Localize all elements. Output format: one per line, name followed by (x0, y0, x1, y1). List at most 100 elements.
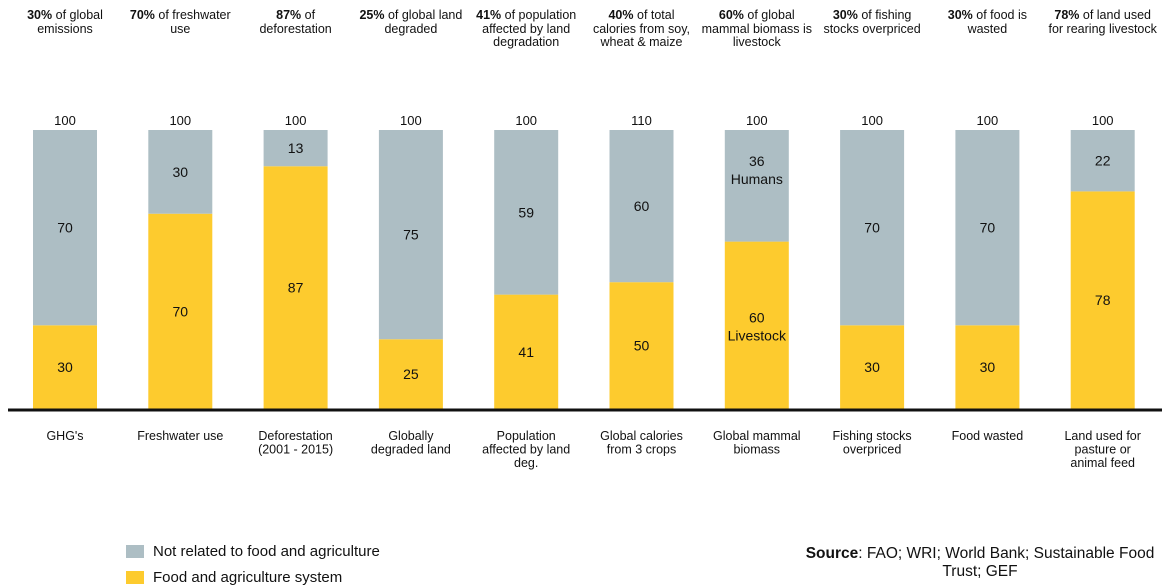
bar-food-8 (955, 325, 1020, 409)
header-percent-8: 30% (947, 8, 973, 22)
category-label-5-0: Global calories (600, 429, 683, 443)
data-sublabel-food-6: Livestock (728, 327, 787, 343)
category-label-5-1: from 3 crops (607, 443, 676, 457)
data-label-other-5: 60 (634, 198, 650, 214)
header-annotation-5: 40% of total calories from soy, wheat & … (586, 8, 698, 50)
total-label-1: 100 (169, 113, 191, 128)
bar-other-7 (840, 130, 905, 326)
header-percent-0: 30% (27, 8, 53, 22)
source-note: Source: FAO; WRI; World Bank; Sustainabl… (800, 545, 1160, 581)
total-label-5: 110 (631, 113, 652, 128)
data-label-other-9: 22 (1095, 153, 1111, 169)
header-text-8: of food is wasted (967, 8, 1027, 36)
legend-label-food: Food and agriculture system (153, 569, 343, 586)
bar-other-1 (148, 130, 213, 214)
header-percent-2: 87% (276, 8, 302, 22)
category-label-2-0: Deforestation (258, 429, 332, 443)
bar-food-4 (494, 294, 559, 409)
category-label-0-0: GHG's (46, 429, 83, 443)
header-annotation-7: 30% of fishing stocks overpriced (816, 8, 928, 36)
header-percent-5: 40% (608, 8, 634, 22)
data-label-other-1: 30 (173, 164, 189, 180)
header-annotation-9: 78% of land used for rearing livestock (1047, 8, 1159, 36)
header-percent-3: 25% (359, 8, 385, 22)
data-label-other-2: 13 (288, 140, 304, 156)
bar-food-1 (148, 213, 213, 409)
header-text-5: of total calories from soy, wheat & maiz… (592, 8, 690, 49)
category-label-3-1: degraded land (371, 443, 451, 457)
bar-food-9 (1070, 191, 1135, 409)
bar-food-0 (33, 325, 97, 409)
total-label-3: 100 (400, 113, 422, 128)
total-label-0: 100 (54, 113, 76, 128)
category-label-4-1: affected by land (482, 443, 570, 457)
header-text-6: of global mammal biomass is livestock (701, 8, 813, 49)
bar-other-5 (609, 130, 674, 283)
legend-label-other: Not related to food and agriculture (153, 543, 380, 560)
source-label: Source (805, 545, 859, 562)
header-annotation-8: 30% of food is wasted (931, 8, 1043, 36)
header-percent-4: 41% (476, 8, 502, 22)
total-label-7: 100 (861, 113, 883, 128)
data-label-other-0: 70 (57, 220, 73, 236)
header-annotation-1: 70% of freshwater use (124, 8, 236, 36)
bar-other-3 (378, 130, 443, 340)
category-label-4-2: deg. (514, 456, 538, 470)
header-annotation-0: 30% of global emissions (9, 8, 121, 36)
bar-other-2 (263, 130, 328, 167)
legend-swatch-food (126, 571, 144, 584)
category-label-7-0: Fishing stocks (832, 429, 911, 443)
category-label-6-0: Global mammal (713, 429, 801, 443)
data-label-food-2: 87 (288, 280, 304, 296)
data-label-food-4: 41 (518, 344, 534, 360)
data-label-other-6: 36 (749, 153, 765, 169)
bar-food-6 (724, 241, 789, 409)
header-text-4: of population affected by land degradati… (482, 8, 577, 49)
data-label-food-3: 25 (403, 366, 419, 382)
legend-swatch-other (126, 545, 144, 558)
bar-food-5 (609, 282, 674, 409)
category-label-4-0: Population (497, 429, 556, 443)
header-annotation-2: 87% of deforestation (240, 8, 352, 36)
total-label-2: 100 (285, 113, 307, 128)
category-label-7-1: overpriced (843, 443, 901, 457)
legend-item-food: Food and agriculture system (126, 569, 342, 586)
header-percent-7: 30% (832, 8, 858, 22)
header-text-0: of global emissions (37, 8, 103, 36)
bar-other-4 (494, 130, 559, 295)
total-label-8: 100 (977, 113, 999, 128)
bar-food-3 (378, 339, 443, 409)
header-annotation-4: 41% of population affected by land degra… (470, 8, 582, 50)
header-annotation-3: 25% of global land degraded (355, 8, 467, 36)
category-label-9-1: pasture or (1075, 443, 1131, 457)
data-label-food-7: 30 (864, 359, 880, 375)
data-label-food-5: 50 (634, 338, 650, 354)
category-label-9-2: animal feed (1070, 456, 1135, 470)
source-text: : FAO; WRI; World Bank; Sustainable Food… (858, 545, 1155, 580)
data-label-food-8: 30 (980, 359, 996, 375)
header-annotation-6: 60% of global mammal biomass is livestoc… (701, 8, 813, 50)
bar-other-0 (33, 130, 97, 326)
category-label-2-1: (2001 - 2015) (258, 443, 333, 457)
header-text-9: of land used for rearing livestock (1048, 8, 1157, 36)
category-label-6-1: biomass (734, 443, 781, 457)
bar-other-9 (1070, 130, 1135, 192)
category-label-1-0: Freshwater use (137, 429, 223, 443)
data-label-food-6: 60 (749, 309, 765, 325)
bar-other-6 (724, 130, 789, 242)
header-percent-6: 60% (718, 8, 744, 22)
header-percent-9: 78% (1054, 8, 1080, 22)
data-label-other-7: 70 (864, 220, 880, 236)
data-label-food-9: 78 (1095, 292, 1111, 308)
data-label-food-1: 70 (173, 303, 189, 319)
total-label-9: 100 (1092, 113, 1114, 128)
bar-food-2 (263, 166, 328, 409)
header-percent-1: 70% (129, 8, 155, 22)
bar-food-7 (840, 325, 905, 409)
legend-item-other: Not related to food and agriculture (126, 543, 380, 560)
header-text-7: of fishing stocks overpriced (823, 8, 921, 36)
data-label-other-4: 59 (518, 204, 534, 220)
header-text-1: of freshwater use (154, 8, 231, 36)
total-label-6: 100 (746, 113, 768, 128)
